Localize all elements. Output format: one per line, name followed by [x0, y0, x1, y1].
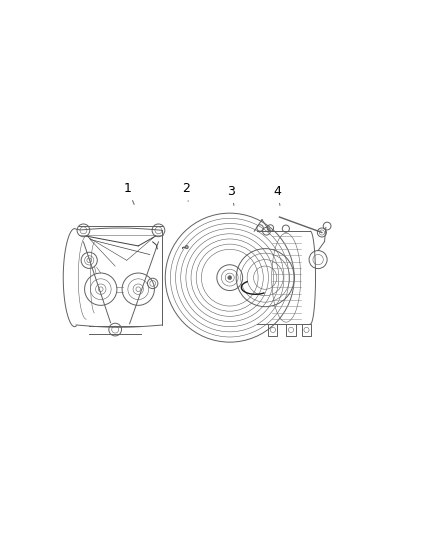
Text: 4: 4 [273, 185, 281, 205]
Text: 3: 3 [226, 185, 234, 205]
Text: 1: 1 [124, 182, 134, 205]
Text: 2: 2 [183, 182, 191, 201]
Circle shape [228, 276, 232, 280]
